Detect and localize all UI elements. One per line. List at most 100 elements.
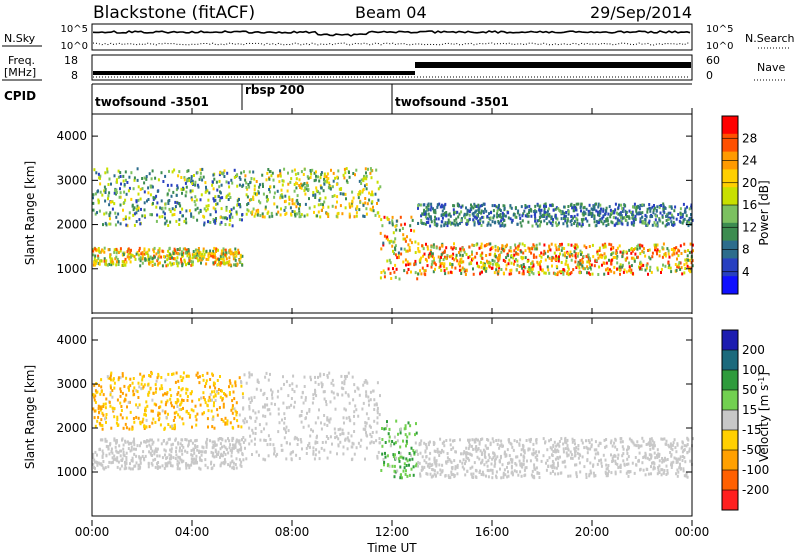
echo-cell [108, 400, 111, 404]
echo-cell [304, 192, 307, 196]
echo-cell [206, 466, 209, 470]
echo-cell [551, 220, 554, 224]
echo-cell [653, 221, 656, 225]
echo-cell [315, 189, 318, 193]
echo-cell [224, 393, 227, 397]
echo-cell [456, 210, 459, 214]
echo-cell [204, 384, 207, 388]
echo-cell [295, 186, 298, 190]
echo-cell [124, 263, 127, 267]
echo-cell [450, 473, 453, 476]
echo-cell [388, 258, 391, 262]
echo-cell [454, 467, 457, 471]
echo-cell [634, 218, 637, 221]
echo-cell [92, 456, 95, 460]
echo-cell [249, 181, 252, 185]
echo-cell [196, 171, 199, 175]
echo-cell [675, 457, 678, 461]
echo-cell [442, 258, 445, 262]
echo-cell [195, 423, 198, 427]
echo-cell [123, 251, 126, 255]
echo-cell [581, 258, 584, 262]
echo-cell [630, 251, 633, 255]
echo-cell [412, 465, 415, 469]
echo-cell [121, 416, 124, 420]
echo-cell [615, 222, 618, 226]
echo-cell [325, 400, 327, 403]
echo-cell [318, 457, 321, 461]
echo-cell [266, 443, 269, 447]
echo-cell [538, 261, 541, 265]
echo-cell [516, 263, 519, 267]
echo-cell [557, 457, 560, 461]
echo-cell [99, 405, 102, 409]
echo-cell [642, 250, 645, 254]
echo-cell [209, 385, 211, 389]
echo-cell [424, 210, 427, 214]
echo-cell [169, 457, 171, 461]
echo-cell [351, 204, 354, 208]
echo-cell [483, 452, 486, 456]
echo-cell [187, 444, 190, 448]
echo-cell [480, 453, 483, 456]
echo-cell [616, 222, 619, 226]
echo-cell [117, 451, 120, 455]
echo-cell [493, 464, 496, 468]
echo-cell [561, 246, 564, 250]
echo-cell [332, 179, 335, 183]
echo-cell [184, 260, 186, 264]
echo-cell [290, 403, 293, 407]
echo-cell [513, 439, 516, 443]
echo-cell [619, 470, 622, 474]
echo-cell [422, 222, 425, 226]
echo-cell [308, 445, 311, 449]
echo-cell [425, 455, 428, 458]
echo-cell [491, 262, 494, 266]
echo-cell [198, 466, 201, 470]
echo-cell [181, 254, 184, 258]
echo-cell [151, 185, 154, 189]
echo-cell [114, 211, 117, 215]
echo-cell [474, 215, 477, 219]
echo-cell [284, 213, 287, 216]
echo-cell [208, 251, 211, 255]
echo-cell [133, 392, 136, 396]
echo-cell [329, 185, 332, 189]
echo-cell [370, 435, 373, 439]
echo-cell [351, 375, 354, 379]
echo-cell [643, 221, 646, 225]
echo-cell [293, 405, 296, 409]
echo-cell [213, 199, 216, 203]
echo-cell [518, 459, 521, 463]
echo-cell [562, 253, 565, 257]
echo-cell [432, 243, 435, 247]
echo-cell [496, 212, 499, 216]
echo-cell [395, 419, 398, 423]
echo-cell [120, 409, 123, 412]
echo-cell [644, 218, 647, 221]
echo-cell [417, 272, 420, 276]
echo-cell [487, 469, 490, 473]
echo-cell [508, 258, 511, 262]
echo-cell [435, 474, 437, 478]
echo-cell [218, 406, 221, 410]
echo-cell [491, 258, 494, 262]
echo-cell [322, 203, 324, 207]
echo-cell [183, 176, 186, 180]
echo-cell [229, 381, 232, 385]
echo-cell [179, 394, 182, 398]
echo-cell [239, 177, 242, 181]
echo-cell [585, 445, 588, 449]
echo-cell [171, 426, 174, 430]
echo-cell [246, 203, 249, 207]
echo-cell [480, 265, 483, 269]
echo-cell [406, 235, 408, 239]
echo-cell [440, 451, 442, 455]
echo-cell [493, 459, 496, 463]
echo-cell [400, 247, 403, 251]
echo-cell [622, 270, 625, 274]
echo-cell [250, 177, 253, 180]
echo-cell [161, 456, 164, 460]
echo-cell [236, 251, 239, 255]
echo-cell [115, 458, 118, 462]
